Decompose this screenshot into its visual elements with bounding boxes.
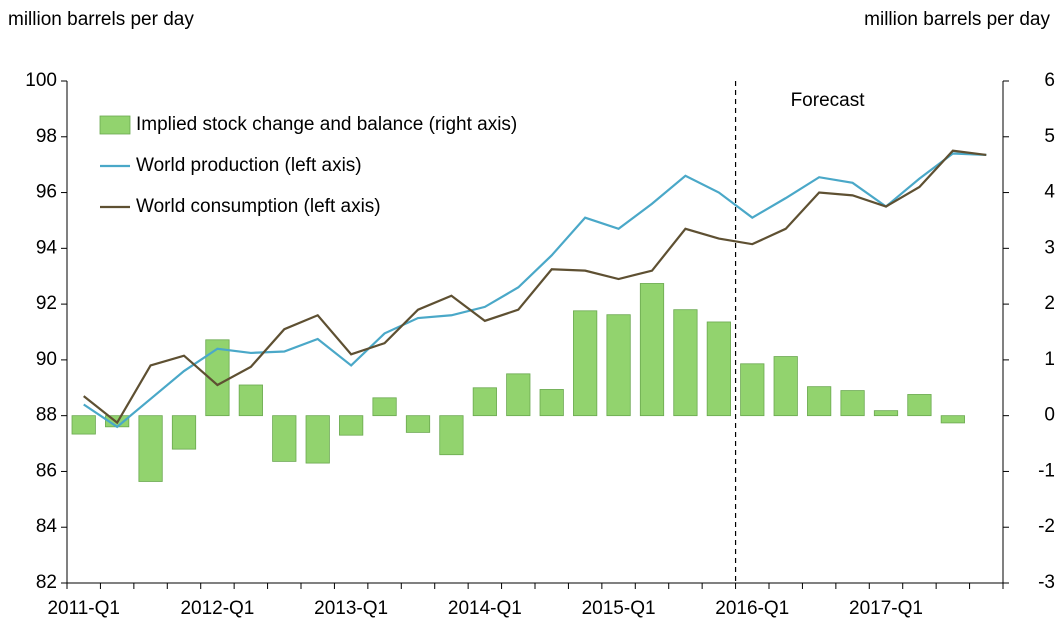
bar [773,356,798,417]
bar [673,309,698,417]
bar [807,386,832,417]
bar [506,373,531,417]
bar [706,321,731,417]
line [83,149,987,425]
y-tick-label: 94 [36,237,58,258]
x-tick-label: 2013-Q1 [314,598,388,619]
line [83,152,987,429]
bar [171,415,197,450]
bar [339,415,364,436]
y-axis-label: million barrels per day [8,9,194,30]
y2-tick-label: 2 [1044,293,1055,314]
y-tick-label: 84 [36,516,58,537]
legend-label: Implied stock change and balance (right … [136,114,517,135]
y-tick-label: 98 [36,126,57,147]
x-tick-label: 2016-Q1 [715,598,789,619]
bar [71,415,96,435]
x-tick-label: 2014-Q1 [448,598,522,619]
y2-tick-label: 0 [1044,405,1055,426]
y2-tick-label: 5 [1044,126,1055,147]
y2-tick-label: 6 [1044,70,1055,91]
y-tick-label: 96 [36,182,57,203]
bar [840,390,865,417]
y-tick-label: 82 [36,572,57,593]
bar [740,363,765,417]
bar [606,314,631,417]
bar [272,415,297,462]
bar [138,415,163,482]
bar [439,415,464,456]
bar [472,387,497,417]
bar [907,394,932,417]
legend-swatch [99,115,131,135]
legend-label: World consumption (left axis) [136,196,381,217]
bar [940,415,965,424]
y2-tick-label: 1 [1044,349,1055,370]
bar [305,415,330,464]
bar [405,415,431,433]
x-tick-label: 2017-Q1 [849,598,923,619]
annotation: Forecast [791,90,866,111]
x-tick-label: 2015-Q1 [582,598,656,619]
bar [372,397,397,417]
y2-tick-label: 4 [1044,182,1055,203]
y-tick-label: 88 [36,405,57,426]
y-tick-label: 100 [25,70,57,91]
bar [539,389,564,417]
bar [639,283,665,417]
y-tick-label: 90 [36,349,57,370]
y2-tick-label: -1 [1038,460,1055,481]
y2-tick-label: 3 [1044,237,1055,258]
y2-tick-label: -3 [1038,572,1055,593]
y-tick-label: 92 [36,293,57,314]
y-tick-label: 86 [36,460,57,481]
bar [873,410,899,417]
legend-label: World production (left axis) [136,155,362,176]
x-tick-label: 2011-Q1 [47,598,120,619]
y2-axis-label: million barrels per day [864,9,1050,30]
x-tick-label: 2012-Q1 [180,598,254,619]
y2-tick-label: -2 [1038,516,1055,537]
bar [573,310,598,417]
bar [238,384,263,417]
